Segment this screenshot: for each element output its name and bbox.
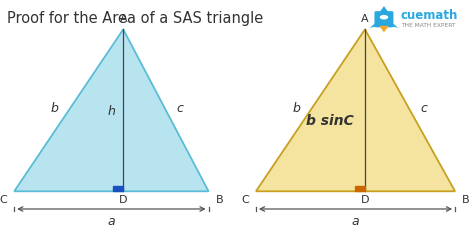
Polygon shape [379,27,389,33]
Polygon shape [256,30,455,192]
Text: a: a [108,214,115,227]
Text: c: c [420,102,428,115]
Text: b: b [50,102,58,115]
Polygon shape [14,30,209,192]
Polygon shape [370,23,376,29]
Text: cuemath: cuemath [401,9,458,22]
Polygon shape [378,7,390,16]
Bar [355,186,365,192]
Circle shape [380,16,388,20]
Text: A: A [361,14,369,24]
Text: C: C [0,194,7,204]
Text: D: D [361,194,369,204]
Text: B: B [216,194,223,204]
Text: B: B [462,194,470,204]
Text: c: c [176,102,183,115]
Text: THE MATH EXPERT: THE MATH EXPERT [401,23,455,28]
FancyBboxPatch shape [374,12,393,28]
Text: D: D [119,194,128,204]
Bar [113,186,123,192]
Text: Proof for the Area of a SAS triangle: Proof for the Area of a SAS triangle [7,11,264,26]
Text: b sinC: b sinC [306,114,353,128]
Text: b: b [292,102,300,115]
Text: a: a [352,214,359,227]
Polygon shape [392,23,398,29]
Text: C: C [241,194,249,204]
Text: h: h [108,104,115,117]
Text: A: A [119,14,127,24]
